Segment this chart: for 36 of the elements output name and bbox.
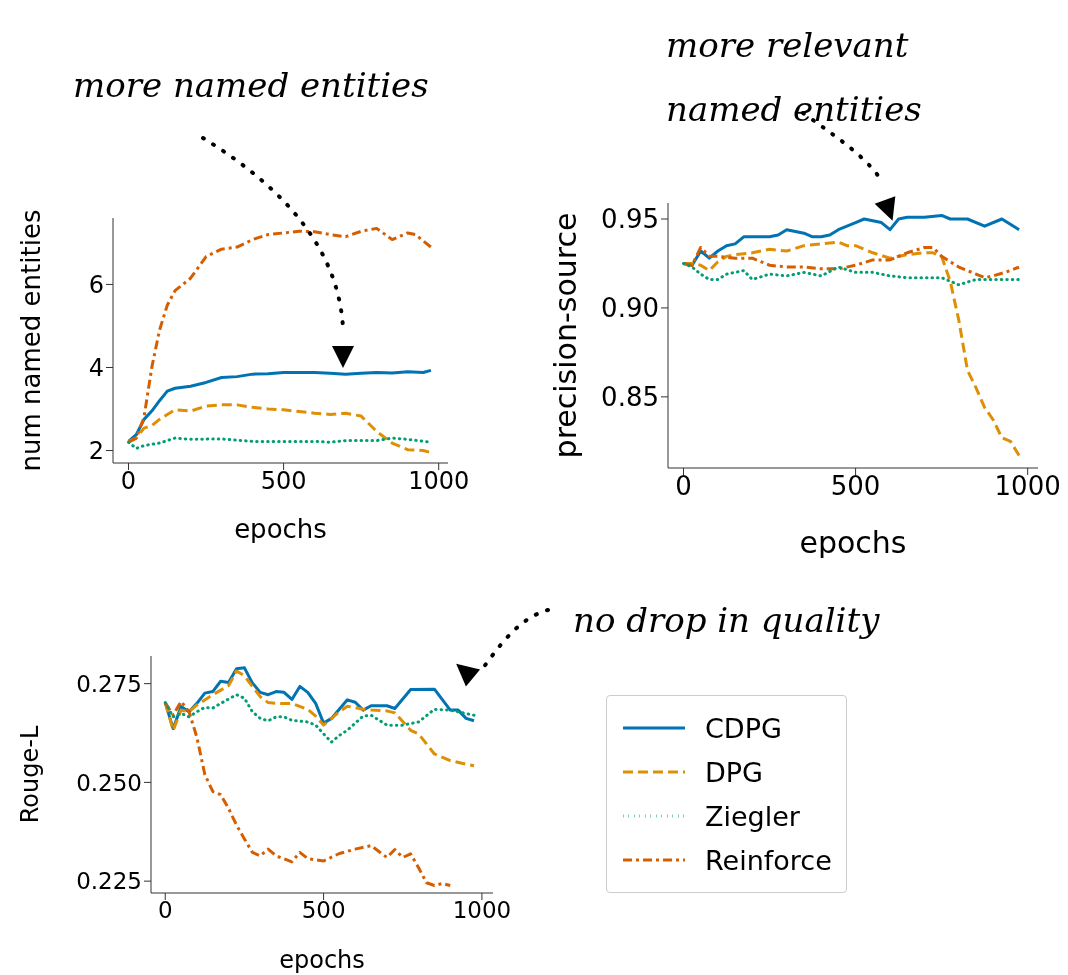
line-series bbox=[681, 261, 1021, 287]
y-tick-label: 6 bbox=[88, 270, 104, 299]
x-axis-title: epochs bbox=[279, 946, 365, 974]
y-tick-label: 0.225 bbox=[76, 868, 142, 895]
x-tick-label: 0 bbox=[675, 471, 692, 502]
legend-label: Ziegler bbox=[705, 800, 800, 832]
line-series bbox=[127, 226, 433, 444]
line-series bbox=[163, 693, 476, 744]
line-series bbox=[163, 669, 476, 768]
text: no drop in quality bbox=[573, 599, 881, 642]
y-tick-label: 0.250 bbox=[76, 769, 142, 796]
x-tick-label: 1000 bbox=[408, 467, 470, 496]
line-series bbox=[127, 368, 433, 443]
x-tick-label: 500 bbox=[260, 467, 307, 496]
y-tick-label: 0.90 bbox=[601, 293, 659, 324]
x-tick-label: 1000 bbox=[994, 471, 1061, 502]
legend-label: CDPG bbox=[705, 712, 782, 744]
legend-label: DPG bbox=[705, 756, 763, 788]
x-tick-label: 500 bbox=[830, 471, 881, 502]
line-series bbox=[163, 699, 452, 887]
x-tick-label: 500 bbox=[301, 897, 346, 924]
y-tick-label: 0.275 bbox=[76, 670, 142, 697]
x-axis-title: epochs bbox=[234, 514, 327, 544]
text: more relevant named entities bbox=[666, 24, 923, 131]
y-axis-title: precision-source bbox=[547, 212, 583, 459]
x-tick-label: 0 bbox=[120, 467, 137, 496]
y-tick-label: 0.95 bbox=[601, 204, 659, 235]
text: more named entities bbox=[73, 64, 430, 107]
y-tick-label: 2 bbox=[88, 437, 104, 466]
x-tick-label: 0 bbox=[157, 897, 173, 924]
y-tick-label: 0.85 bbox=[601, 382, 659, 413]
legend-label: Reinforce bbox=[705, 844, 832, 876]
x-tick-label: 1000 bbox=[452, 897, 512, 924]
y-axis-title: Rouge-L bbox=[15, 725, 44, 824]
y-axis-title: num named entities bbox=[16, 209, 47, 472]
y-tick-label: 4 bbox=[88, 354, 104, 383]
